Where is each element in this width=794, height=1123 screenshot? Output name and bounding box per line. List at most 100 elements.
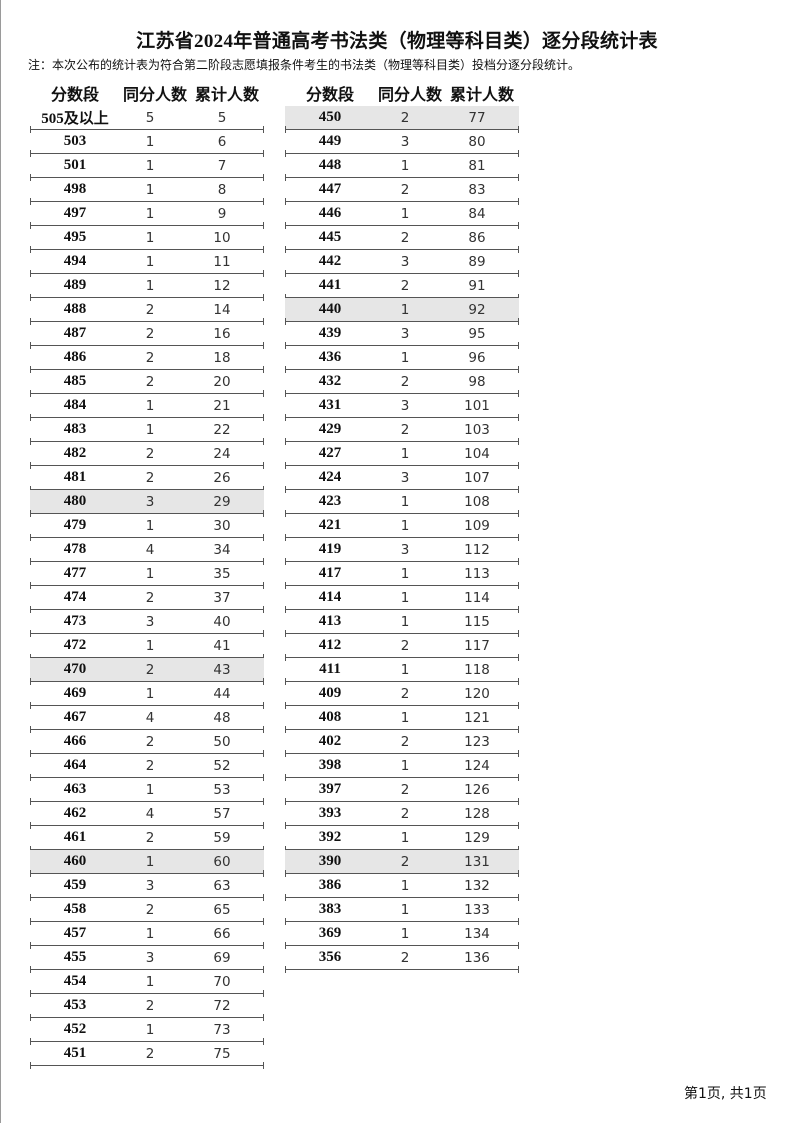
same-count-cell: 1 — [400, 829, 410, 846]
same-count-cell: 2 — [400, 733, 410, 750]
cumulative-cell: 16 — [213, 325, 231, 342]
cumulative-cell: 40 — [213, 613, 231, 630]
table-row: 463 1 53 — [30, 778, 264, 805]
same-count-cell: 1 — [400, 925, 410, 942]
score-cell: 489 — [63, 277, 87, 293]
cumulative-cell: 115 — [464, 613, 490, 630]
score-cell: 429 — [318, 421, 342, 437]
score-cell: 392 — [318, 829, 342, 845]
table-row: 454 1 70 — [30, 970, 264, 997]
table-row: 411 1 118 — [285, 658, 519, 685]
table-row: 451 2 75 — [30, 1042, 264, 1069]
cumulative-cell: 65 — [213, 901, 231, 918]
table-row: 419 3 112 — [285, 538, 519, 565]
cumulative-cell: 6 — [217, 133, 227, 150]
table-row: 464 2 52 — [30, 754, 264, 781]
score-cell: 467 — [63, 709, 87, 725]
table-row: 480 3 29 — [30, 490, 264, 517]
table-row: 397 2 126 — [285, 778, 519, 805]
cumulative-cell: 108 — [464, 493, 490, 510]
table-row: 466 2 50 — [30, 730, 264, 757]
table-row: 356 2 136 — [285, 946, 519, 973]
score-cell: 414 — [318, 589, 342, 605]
table-row: 470 2 43 — [30, 658, 264, 685]
score-cell: 419 — [318, 541, 342, 557]
score-cell: 397 — [318, 781, 342, 797]
cumulative-cell: 41 — [213, 637, 231, 654]
table-row: 495 1 10 — [30, 226, 264, 253]
cumulative-cell: 126 — [464, 781, 490, 798]
same-count-cell: 2 — [400, 805, 410, 822]
score-cell: 432 — [318, 373, 342, 389]
cumulative-cell: 66 — [213, 925, 231, 942]
same-count-cell: 2 — [400, 109, 410, 126]
score-cell: 463 — [63, 781, 87, 797]
table-row: 369 1 134 — [285, 922, 519, 949]
same-count-cell: 1 — [400, 709, 410, 726]
same-count-cell: 1 — [400, 493, 410, 510]
cumulative-cell: 52 — [213, 757, 231, 774]
score-cell: 383 — [318, 901, 342, 917]
same-count-cell: 1 — [145, 973, 155, 990]
cumulative-cell: 43 — [213, 661, 231, 678]
cumulative-cell: 121 — [464, 709, 490, 726]
table-row: 429 2 103 — [285, 418, 519, 445]
same-count-cell: 2 — [145, 589, 155, 606]
score-cell: 440 — [318, 301, 342, 317]
score-cell: 442 — [318, 253, 342, 269]
table-row: 449 3 80 — [285, 130, 519, 157]
cumulative-cell: 20 — [213, 373, 231, 390]
cumulative-cell: 134 — [464, 925, 490, 942]
cumulative-cell: 109 — [464, 517, 490, 534]
same-count-cell: 3 — [400, 133, 410, 150]
score-cell: 455 — [63, 949, 87, 965]
table-header: 分数段 同分人数 累计人数 — [30, 80, 264, 106]
score-cell: 484 — [63, 397, 87, 413]
same-count-cell: 2 — [145, 829, 155, 846]
same-count-cell: 3 — [400, 397, 410, 414]
cumulative-cell: 113 — [464, 565, 490, 582]
table-row: 501 1 7 — [30, 154, 264, 181]
cumulative-cell: 131 — [464, 853, 490, 870]
header-score: 分数段 — [50, 85, 99, 104]
cumulative-cell: 50 — [213, 733, 231, 750]
table-row: 439 3 95 — [285, 322, 519, 349]
score-table-right: 分数段 同分人数 累计人数 450 2 77 449 3 80 448 1 81 447 2 83 44… — [285, 80, 519, 973]
same-count-cell: 3 — [400, 253, 410, 270]
same-count-cell: 4 — [145, 709, 155, 726]
same-count-cell: 1 — [400, 589, 410, 606]
score-cell: 427 — [318, 445, 342, 461]
table-row: 481 2 26 — [30, 466, 264, 493]
cumulative-cell: 101 — [464, 397, 490, 414]
same-count-cell: 3 — [145, 613, 155, 630]
header-score: 分数段 — [305, 85, 354, 104]
same-count-cell: 3 — [400, 325, 410, 342]
table-row: 421 1 109 — [285, 514, 519, 541]
score-cell: 462 — [63, 805, 87, 821]
table-row: 383 1 133 — [285, 898, 519, 925]
same-count-cell: 2 — [400, 949, 410, 966]
score-cell: 452 — [63, 1021, 87, 1037]
score-cell: 439 — [318, 325, 342, 341]
score-cell: 450 — [318, 109, 342, 125]
table-row: 440 1 92 — [285, 298, 519, 325]
cumulative-cell: 133 — [464, 901, 490, 918]
score-cell: 424 — [318, 469, 342, 485]
same-count-cell: 2 — [145, 757, 155, 774]
table-row: 487 2 16 — [30, 322, 264, 349]
cumulative-cell: 12 — [213, 277, 231, 294]
score-cell: 478 — [63, 541, 87, 557]
header-cumulative: 累计人数 — [194, 85, 259, 104]
same-count-cell: 2 — [400, 277, 410, 294]
score-cell: 417 — [318, 565, 342, 581]
table-row: 494 1 11 — [30, 250, 264, 277]
same-count-cell: 2 — [400, 421, 410, 438]
table-row: 478 4 34 — [30, 538, 264, 565]
cumulative-cell: 72 — [213, 997, 231, 1014]
header-same-count: 同分人数 — [377, 85, 442, 104]
table-row: 483 1 22 — [30, 418, 264, 445]
score-cell: 472 — [63, 637, 87, 653]
table-row: 503 1 6 — [30, 130, 264, 157]
same-count-cell: 3 — [400, 541, 410, 558]
table-row: 458 2 65 — [30, 898, 264, 925]
